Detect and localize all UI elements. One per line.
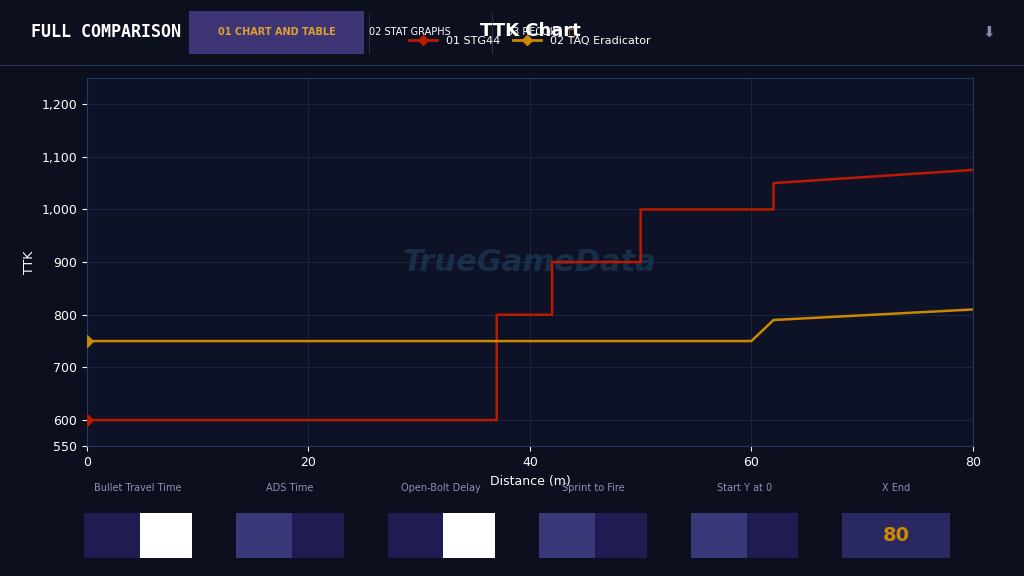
X-axis label: Distance (m): Distance (m)	[489, 475, 570, 488]
Text: TrueGameData: TrueGameData	[402, 248, 657, 276]
Text: X End: X End	[882, 483, 910, 493]
Text: 03 RECOIL: 03 RECOIL	[507, 27, 558, 37]
Text: 01 CHART AND TABLE: 01 CHART AND TABLE	[218, 27, 335, 37]
Bar	[746, 513, 799, 558]
Point	[79, 336, 95, 346]
Bar	[539, 513, 595, 558]
Text: Bullet Travel Time: Bullet Travel Time	[94, 483, 182, 493]
Text: ADS Time: ADS Time	[266, 483, 313, 493]
Legend: 01 STG44, 02 TAQ Eradicator: 01 STG44, 02 TAQ Eradicator	[404, 32, 655, 51]
Bar	[387, 513, 496, 558]
Bar	[85, 513, 140, 558]
Bar	[443, 513, 496, 558]
Point	[79, 415, 95, 425]
Title: TTK Chart: TTK Chart	[479, 22, 581, 40]
Text: 🔒: 🔒	[568, 27, 574, 37]
Y-axis label: TTK: TTK	[23, 251, 36, 274]
FancyBboxPatch shape	[189, 12, 364, 54]
Bar	[237, 513, 292, 558]
Bar	[539, 513, 647, 558]
Text: 02 STAT GRAPHS: 02 STAT GRAPHS	[369, 27, 451, 37]
Bar	[842, 513, 950, 558]
Bar	[140, 513, 193, 558]
Text: Start Y at 0: Start Y at 0	[717, 483, 772, 493]
Bar	[595, 513, 647, 558]
Bar	[690, 513, 746, 558]
Bar	[387, 513, 443, 558]
Text: FULL COMPARISON: FULL COMPARISON	[31, 23, 180, 41]
Bar	[690, 513, 799, 558]
Text: Open-Bolt Delay: Open-Bolt Delay	[401, 483, 481, 493]
Text: Sprint to Fire: Sprint to Fire	[561, 483, 625, 493]
Bar	[237, 513, 344, 558]
Bar	[85, 513, 193, 558]
Text: 80: 80	[883, 526, 909, 545]
Bar	[292, 513, 344, 558]
Text: ⬇: ⬇	[983, 25, 995, 41]
